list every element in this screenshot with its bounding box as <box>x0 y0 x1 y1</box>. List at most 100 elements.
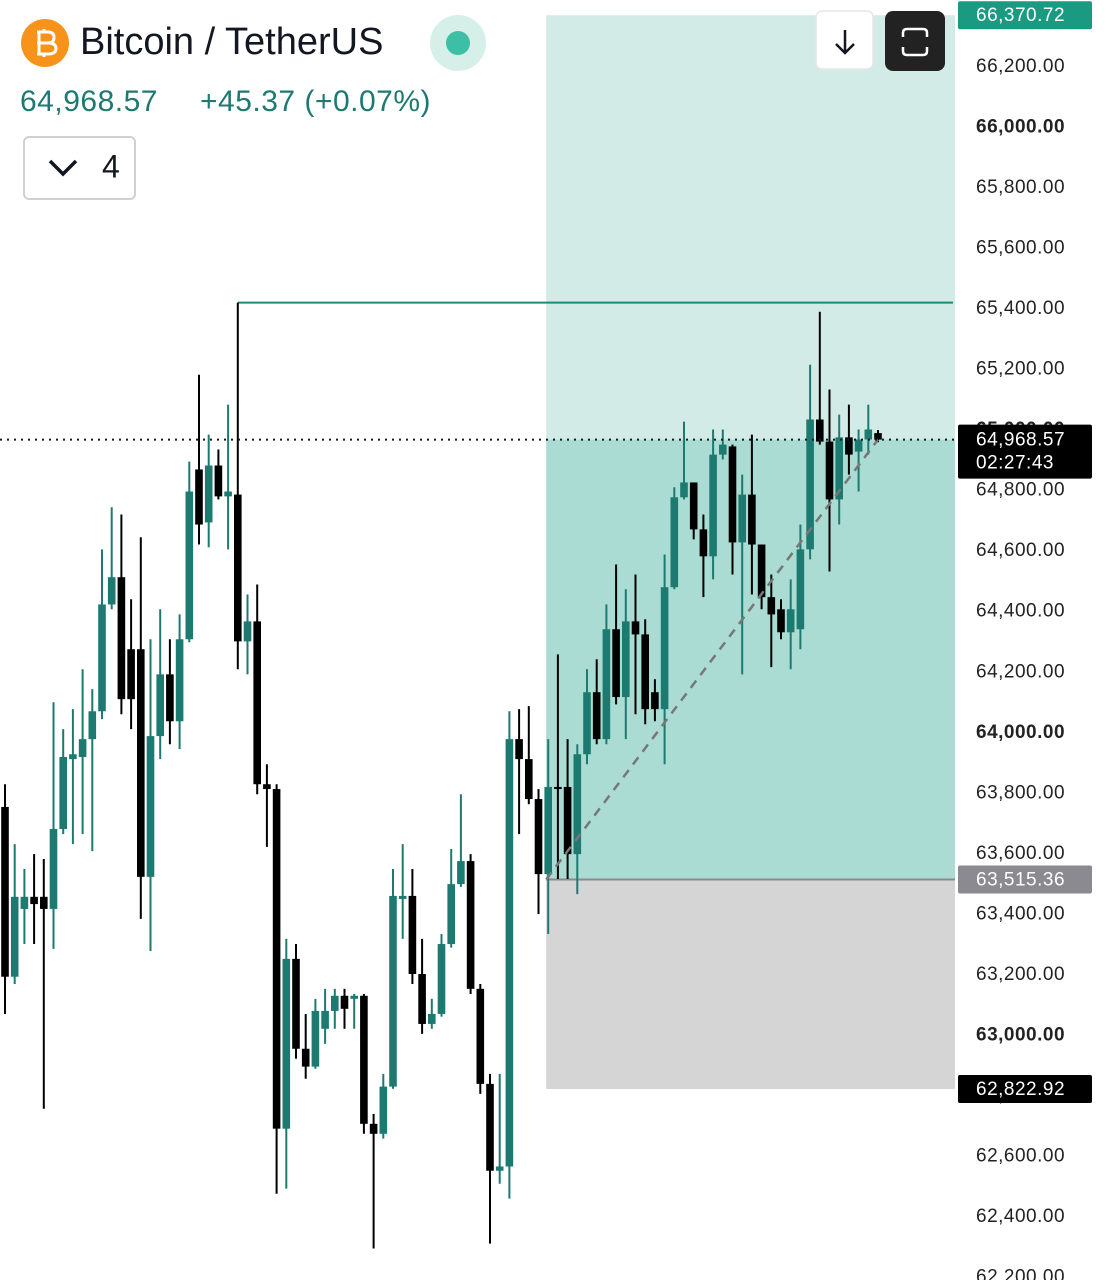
candle-body <box>719 444 727 455</box>
candle-body <box>301 1048 310 1067</box>
candle-body <box>854 439 863 452</box>
candle-body <box>680 482 688 498</box>
candle-body <box>146 736 155 877</box>
down-arrow[interactable] <box>835 30 855 55</box>
candle-body <box>816 419 824 442</box>
candle-body <box>612 629 620 698</box>
candle-body <box>738 494 746 543</box>
candle-body <box>486 1083 494 1171</box>
candle-body <box>796 549 805 630</box>
y-tick-label: 64,600.00 <box>976 540 1065 561</box>
candle-body <box>340 995 349 1009</box>
candle-body <box>195 469 203 525</box>
candle-body <box>1 806 9 977</box>
candle-body <box>806 419 814 550</box>
candle-body <box>631 621 640 635</box>
candle-body <box>466 861 475 989</box>
candle-body <box>224 491 232 497</box>
y-tick-label: 63,000.00 <box>976 1024 1065 1045</box>
interval-dropdown[interactable]: 4 <box>23 136 136 200</box>
candle-body <box>204 465 213 523</box>
candle-body <box>30 896 38 905</box>
candle-body <box>525 759 533 800</box>
stop-zone <box>546 879 955 1090</box>
price-change: +45.37 (+0.07%) <box>200 85 431 118</box>
candle-body <box>515 739 523 760</box>
y-tick-label: 63,400.00 <box>976 903 1065 924</box>
candle-body <box>554 786 562 790</box>
candle-body <box>786 609 795 633</box>
candle-body <box>321 1010 329 1029</box>
candle-body <box>447 884 455 945</box>
target-tag-box <box>958 1 1092 30</box>
fullscreen-button-box[interactable] <box>885 11 945 71</box>
candle-body <box>350 995 358 999</box>
candle-body <box>583 692 591 755</box>
y-tick-label: 65,800.00 <box>976 177 1065 198</box>
target-zone <box>546 15 955 440</box>
candle-body <box>874 433 882 440</box>
candle-body <box>408 895 417 974</box>
y-tick-label: 65,600.00 <box>976 238 1065 259</box>
candle-body <box>272 789 281 1129</box>
candle-body <box>437 944 446 1014</box>
candle-body <box>534 799 543 875</box>
stop-tag: 62,822.92 <box>976 1079 1065 1100</box>
candle-body <box>641 634 649 710</box>
candle-body <box>253 621 261 785</box>
header: Bitcoin / TetherUS 64,968.57 +45.37 (+0.… <box>20 10 945 200</box>
y-tick-label: 64,000.00 <box>976 722 1065 743</box>
candle-body <box>398 895 407 899</box>
candle-body <box>835 437 843 500</box>
y-tick-label: 66,000.00 <box>976 116 1065 137</box>
y-tick-label: 66,200.00 <box>976 56 1065 77</box>
candle-body <box>243 621 252 642</box>
candle-body <box>166 674 174 722</box>
candle-body <box>748 494 756 545</box>
candle-body <box>689 482 698 530</box>
candle-body <box>728 446 737 543</box>
candle-body <box>670 497 679 588</box>
candle-body <box>563 786 572 855</box>
status-dot <box>446 31 470 55</box>
candle-body <box>845 437 853 455</box>
candle-body <box>699 529 708 557</box>
candle-body <box>59 756 67 830</box>
candle-body <box>234 494 242 642</box>
scroll-button[interactable] <box>815 10 874 70</box>
dropdown-box[interactable] <box>23 136 136 200</box>
last-price-tag: 64,968.57 <box>976 430 1065 451</box>
fullscreen-button[interactable] <box>885 11 945 71</box>
candle-body <box>379 1086 388 1134</box>
interval-count[interactable]: 4 <box>102 148 120 184</box>
stop-tag-box <box>958 1075 1092 1104</box>
y-tick-label: 62,600.00 <box>976 1146 1065 1167</box>
candle-body <box>40 896 48 909</box>
coin-glyph <box>37 29 58 57</box>
candle-body <box>88 711 97 740</box>
trend-line <box>545 438 879 881</box>
plot-area <box>0 15 955 1249</box>
candle-body <box>69 754 77 760</box>
candle-body <box>777 609 785 633</box>
candle-body <box>428 1013 436 1024</box>
candle-body <box>49 829 58 909</box>
candle-body <box>331 995 339 1011</box>
candle-body <box>369 1123 378 1134</box>
last-price-box <box>958 424 1092 479</box>
candle-body <box>127 649 135 700</box>
candle-body <box>602 629 611 740</box>
candle-body <box>78 739 87 757</box>
fullscreen-icon[interactable] <box>901 27 929 57</box>
candle-body <box>767 597 776 615</box>
candle-body <box>263 784 271 790</box>
candle-body <box>175 639 184 722</box>
candle-body <box>10 896 19 977</box>
entry-tag-box <box>958 865 1092 894</box>
candle-body <box>660 587 669 710</box>
candle-body <box>544 786 552 875</box>
chevron[interactable] <box>48 159 78 177</box>
y-tick-label: 63,600.00 <box>976 843 1065 864</box>
